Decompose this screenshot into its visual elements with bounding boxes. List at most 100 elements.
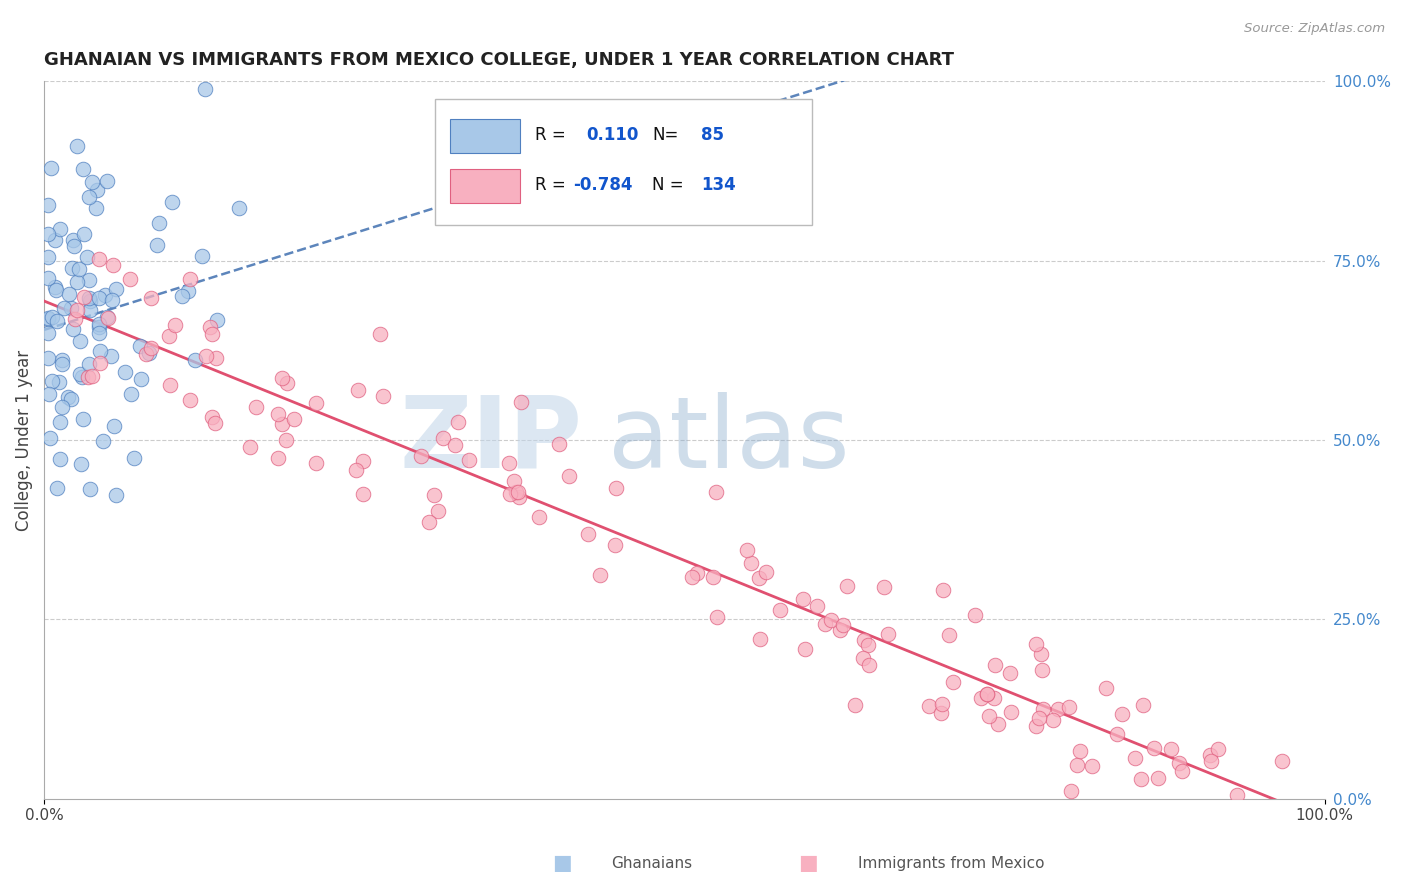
Point bbox=[1171, 764, 1194, 778]
Point bbox=[44, 233, 66, 247]
Point bbox=[352, 453, 374, 467]
Text: R =: R = bbox=[534, 126, 565, 145]
Text: Immigrants from Mexico: Immigrants from Mexico bbox=[858, 856, 1045, 871]
Point bbox=[145, 238, 167, 252]
Text: 85: 85 bbox=[702, 126, 724, 145]
Point bbox=[506, 485, 529, 500]
Point bbox=[160, 195, 183, 210]
Point bbox=[987, 717, 1010, 731]
Point bbox=[852, 651, 875, 665]
Point bbox=[96, 174, 118, 188]
Point bbox=[270, 371, 292, 385]
Point bbox=[735, 543, 758, 558]
Point bbox=[509, 395, 531, 409]
Text: GHANAIAN VS IMMIGRANTS FROM MEXICO COLLEGE, UNDER 1 YEAR CORRELATION CHART: GHANAIAN VS IMMIGRANTS FROM MEXICO COLLE… bbox=[44, 51, 955, 69]
Point bbox=[135, 347, 157, 361]
Point bbox=[942, 674, 965, 689]
Point bbox=[105, 488, 128, 502]
Point bbox=[101, 293, 124, 307]
Point bbox=[276, 433, 298, 447]
Point bbox=[207, 313, 229, 327]
Point bbox=[114, 364, 136, 378]
Point bbox=[184, 353, 207, 368]
Point bbox=[122, 451, 145, 466]
Text: N=: N= bbox=[652, 126, 679, 145]
Point bbox=[103, 418, 125, 433]
Point bbox=[67, 261, 90, 276]
Point bbox=[368, 326, 391, 341]
Point bbox=[79, 294, 101, 309]
Point bbox=[1132, 698, 1154, 713]
Point bbox=[1066, 758, 1088, 772]
Point bbox=[76, 250, 98, 264]
Point bbox=[1095, 681, 1118, 695]
Point bbox=[80, 369, 103, 384]
Point bbox=[179, 272, 201, 286]
FancyBboxPatch shape bbox=[434, 99, 813, 225]
Point bbox=[96, 310, 118, 324]
Point bbox=[89, 356, 111, 370]
Point bbox=[844, 698, 866, 712]
Point bbox=[1130, 772, 1153, 786]
Point bbox=[352, 487, 374, 501]
Point bbox=[91, 434, 114, 449]
Point bbox=[1105, 726, 1128, 740]
Point bbox=[198, 319, 221, 334]
Point bbox=[1111, 707, 1133, 722]
Text: R =: R = bbox=[534, 177, 565, 194]
Point bbox=[41, 374, 63, 388]
Point bbox=[983, 691, 1005, 706]
Text: ■: ■ bbox=[799, 854, 818, 873]
Point bbox=[62, 321, 84, 335]
Point bbox=[983, 658, 1005, 673]
Point bbox=[204, 417, 226, 431]
Point bbox=[87, 252, 110, 266]
Point bbox=[72, 412, 94, 426]
Point bbox=[45, 481, 67, 495]
Point bbox=[856, 638, 879, 652]
Point bbox=[58, 390, 80, 404]
Point bbox=[204, 351, 226, 366]
Point bbox=[794, 642, 817, 657]
Text: 134: 134 bbox=[702, 177, 735, 194]
Point bbox=[44, 279, 66, 293]
Point bbox=[86, 183, 108, 197]
Point bbox=[159, 329, 181, 343]
Point bbox=[141, 291, 163, 305]
Point bbox=[872, 580, 894, 594]
Text: ■: ■ bbox=[553, 854, 572, 873]
Point bbox=[835, 579, 858, 593]
Point bbox=[603, 537, 626, 551]
Point bbox=[1031, 663, 1053, 677]
Point bbox=[82, 175, 104, 189]
Point bbox=[1069, 744, 1091, 758]
Point bbox=[283, 411, 305, 425]
Point bbox=[1042, 713, 1064, 727]
Point bbox=[427, 504, 450, 518]
Point bbox=[1147, 771, 1170, 785]
Point bbox=[432, 431, 454, 445]
Point bbox=[271, 417, 294, 432]
Point bbox=[69, 334, 91, 349]
Point bbox=[877, 627, 900, 641]
Point bbox=[1160, 741, 1182, 756]
Point bbox=[84, 201, 107, 215]
Point bbox=[129, 372, 152, 386]
Point bbox=[858, 657, 880, 672]
Point bbox=[576, 526, 599, 541]
Point bbox=[740, 556, 762, 570]
Point bbox=[37, 310, 59, 325]
Point bbox=[87, 326, 110, 341]
Point bbox=[194, 349, 217, 363]
Point bbox=[1000, 705, 1022, 719]
Point bbox=[148, 216, 170, 230]
Point bbox=[60, 392, 83, 406]
Point bbox=[1168, 756, 1191, 771]
Point bbox=[755, 565, 778, 579]
Point bbox=[72, 290, 94, 304]
Point bbox=[77, 357, 100, 371]
Point bbox=[138, 346, 160, 360]
Point bbox=[806, 599, 828, 613]
Point bbox=[344, 462, 367, 476]
Point bbox=[820, 613, 842, 627]
